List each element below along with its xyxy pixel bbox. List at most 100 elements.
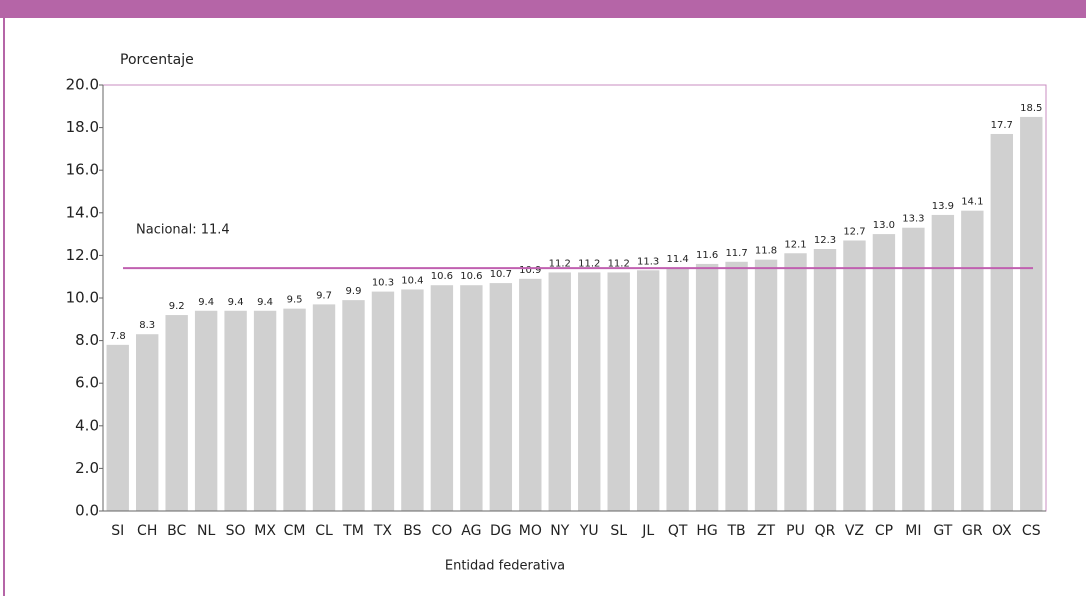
bar xyxy=(784,253,807,511)
value-label: 11.2 xyxy=(549,258,571,269)
y-tick-label: 10.0 xyxy=(66,289,99,307)
value-label: 8.3 xyxy=(139,320,155,331)
bar xyxy=(519,278,542,511)
x-tick-label: OX xyxy=(992,523,1012,539)
bar xyxy=(607,272,630,511)
value-label: 9.9 xyxy=(346,286,362,297)
x-tick-label: GR xyxy=(962,523,983,539)
bar xyxy=(136,334,159,511)
x-tick-label: BS xyxy=(403,523,421,539)
x-tick-label: CL xyxy=(315,523,333,539)
x-tick-label: PU xyxy=(786,523,805,539)
value-label: 11.2 xyxy=(578,258,600,269)
bar xyxy=(902,227,925,511)
x-tick-label: TX xyxy=(373,523,393,539)
y-tick-label: 12.0 xyxy=(66,246,99,264)
y-tick-label: 8.0 xyxy=(75,331,99,349)
y-axis-label: Porcentaje xyxy=(120,52,194,68)
value-label: 18.5 xyxy=(1020,103,1042,114)
value-label: 10.6 xyxy=(431,271,453,282)
bar xyxy=(371,291,395,511)
y-tick-label: 18.0 xyxy=(66,118,99,136)
value-label: 12.7 xyxy=(843,226,865,237)
x-tick-label: VZ xyxy=(845,523,864,539)
x-tick-label: NL xyxy=(197,523,215,539)
y-tick-label: 4.0 xyxy=(75,416,99,434)
x-tick-label: GT xyxy=(933,523,952,539)
value-label: 9.4 xyxy=(198,297,214,308)
x-tick-label: JL xyxy=(641,523,654,539)
bar xyxy=(636,270,660,511)
x-tick-label: CH xyxy=(137,523,157,539)
x-tick-label: AG xyxy=(461,523,481,539)
value-label: 7.8 xyxy=(110,331,126,342)
value-label: 14.1 xyxy=(961,197,983,208)
x-tick-label: CS xyxy=(1022,523,1041,539)
x-tick-label: HG xyxy=(696,523,717,539)
bar xyxy=(312,304,336,511)
bar xyxy=(872,234,896,511)
x-tick-label: SO xyxy=(226,523,246,539)
x-tick-label: BC xyxy=(167,523,186,539)
x-tick-label: MO xyxy=(519,523,542,539)
x-tick-label: QR xyxy=(815,523,836,539)
value-label: 11.7 xyxy=(725,248,747,259)
x-tick-label: QT xyxy=(668,523,688,539)
bar xyxy=(194,310,218,511)
y-tick-label: 20.0 xyxy=(66,76,99,94)
x-tick-label: MI xyxy=(905,523,921,539)
value-label: 9.2 xyxy=(169,301,185,312)
bar xyxy=(342,300,365,511)
value-label: 9.4 xyxy=(257,297,273,308)
value-label: 10.3 xyxy=(372,278,394,289)
x-tick-label: ZT xyxy=(757,523,776,539)
value-label: 13.9 xyxy=(932,201,954,212)
bar xyxy=(961,210,984,512)
x-tick-label: TM xyxy=(342,523,364,539)
reference-label: Nacional: 11.4 xyxy=(136,223,230,238)
bar xyxy=(106,344,129,511)
bar xyxy=(283,308,306,511)
bar xyxy=(489,283,513,511)
bar xyxy=(666,268,689,511)
x-tick-label: DG xyxy=(490,523,512,539)
x-tick-label: YU xyxy=(579,523,599,539)
bar xyxy=(224,310,247,511)
bar xyxy=(548,272,571,511)
y-tick-label: 2.0 xyxy=(75,459,99,477)
value-label: 12.1 xyxy=(784,239,806,250)
value-label: 11.2 xyxy=(608,258,630,269)
bar xyxy=(430,285,454,511)
y-tick-label: 14.0 xyxy=(66,203,99,221)
bar xyxy=(990,133,1013,512)
value-label: 10.6 xyxy=(460,271,482,282)
y-tick-label: 0.0 xyxy=(75,502,99,520)
value-label: 11.4 xyxy=(667,254,689,265)
x-tick-label: CO xyxy=(431,523,452,539)
y-tick-label: 6.0 xyxy=(75,374,99,392)
y-tick-label: 16.0 xyxy=(66,161,99,179)
value-label: 11.3 xyxy=(637,256,659,267)
bar xyxy=(931,214,955,511)
value-label: 9.5 xyxy=(287,295,303,306)
x-tick-label: CP xyxy=(875,523,893,539)
bar xyxy=(401,289,424,511)
value-label: 10.7 xyxy=(490,269,512,280)
bar xyxy=(754,259,778,511)
value-label: 10.4 xyxy=(401,275,423,286)
bar xyxy=(843,240,866,512)
bar xyxy=(813,249,837,511)
value-label: 13.0 xyxy=(873,220,895,231)
value-label: 13.3 xyxy=(902,214,924,225)
bar xyxy=(1020,116,1043,511)
value-label: 11.6 xyxy=(696,250,718,261)
bar xyxy=(725,261,748,511)
x-tick-label: MX xyxy=(254,523,276,539)
value-label: 9.4 xyxy=(228,297,244,308)
x-tick-label: SL xyxy=(610,523,627,539)
value-label: 10.9 xyxy=(519,265,541,276)
value-label: 12.3 xyxy=(814,235,836,246)
bar xyxy=(165,315,188,511)
bar xyxy=(460,285,483,511)
